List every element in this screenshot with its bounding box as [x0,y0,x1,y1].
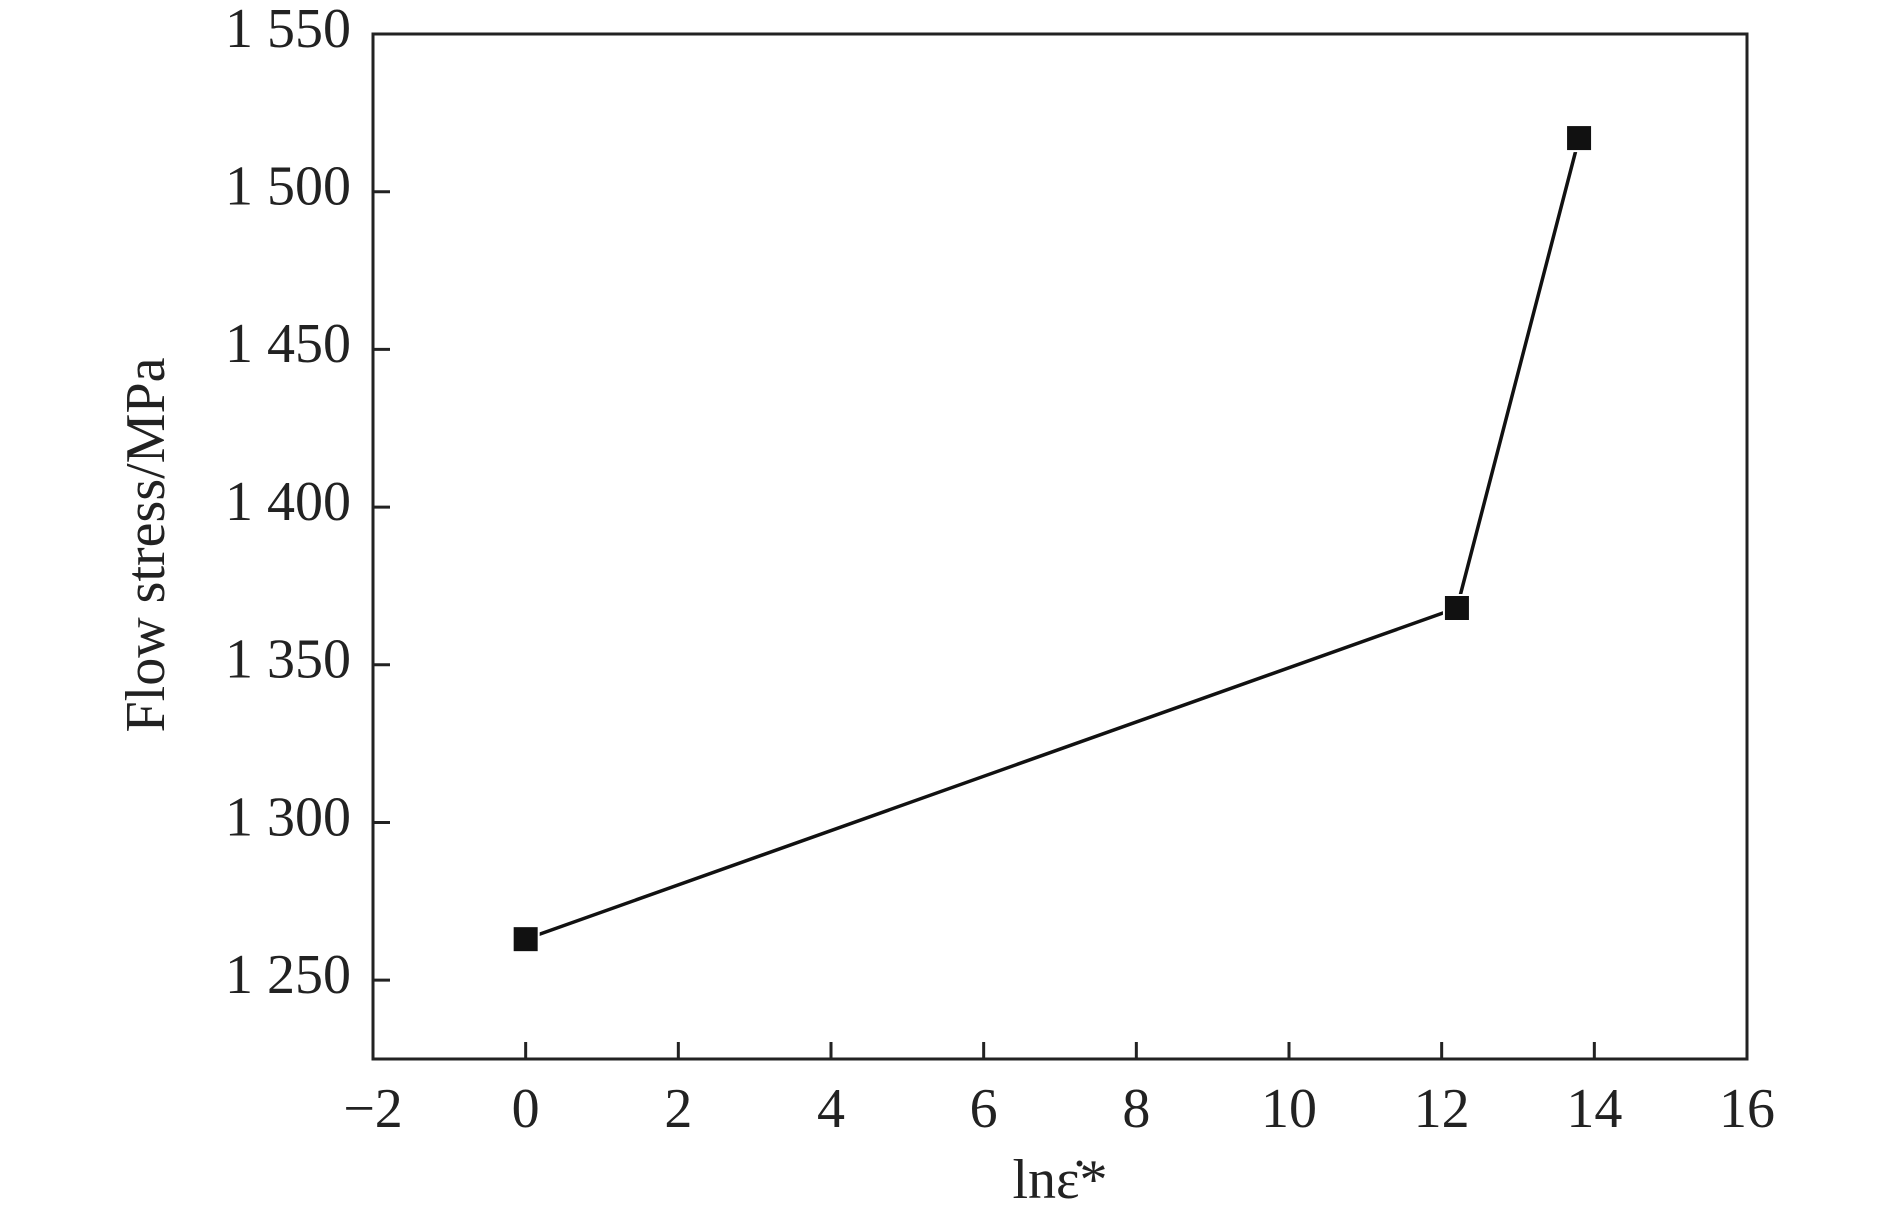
x-tick-label: 12 [1414,1078,1470,1140]
series-line [525,137,1581,941]
x-tick-label: 8 [1122,1078,1150,1140]
y-tick-label: 1 300 [225,786,351,848]
y-tick-label: 1 500 [225,156,351,218]
x-tick-label: 14 [1566,1078,1622,1140]
y-tick-label: 1 550 [225,0,351,60]
point-marker [1442,594,1471,622]
x-tick-label: 4 [817,1078,845,1140]
point-marker [1565,124,1594,153]
x-tick-label: 10 [1261,1078,1317,1140]
x-tick-label: 2 [664,1078,692,1140]
plot-frame [371,32,1749,1061]
x-tick-label: 6 [970,1078,998,1140]
x-tick-label: 16 [1719,1078,1775,1140]
y-tick-label: 1 450 [225,313,351,375]
y-tick-label: 1 400 [225,471,351,533]
y-axis-label: Flow stress/MPa [115,357,177,732]
x-tick-label: −2 [343,1078,403,1140]
x-axis-label: lnε̇* [1012,1149,1107,1211]
x-tick-label: 0 [512,1078,540,1140]
y-tick-label: 1 350 [225,629,351,691]
y-tick-label: 1 250 [225,944,351,1006]
point-marker [511,925,540,954]
